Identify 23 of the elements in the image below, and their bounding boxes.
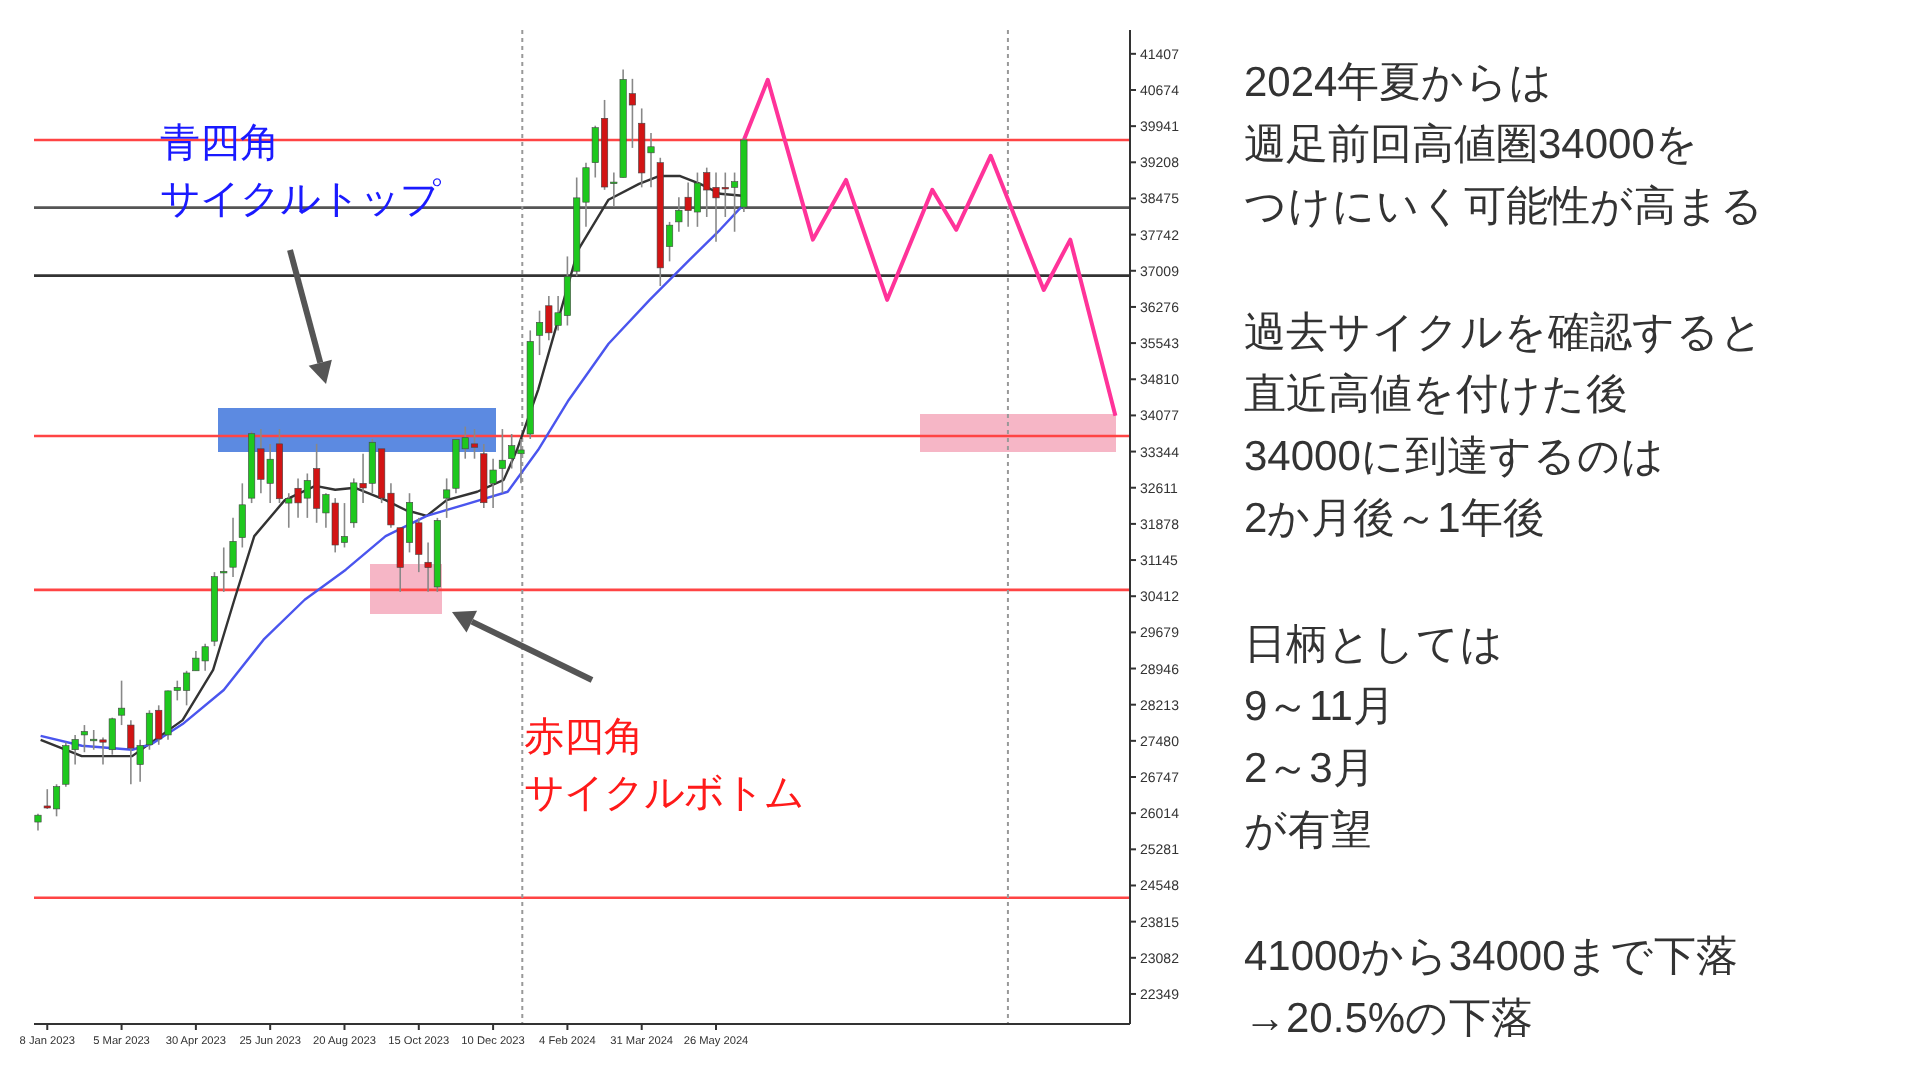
candlestick <box>443 477 451 519</box>
candlestick <box>238 482 246 549</box>
candlestick <box>220 546 228 593</box>
text: 2か月後～1年後 <box>1244 496 1545 542</box>
text: →20.5%の下落 <box>1244 996 1534 1042</box>
candlestick <box>229 517 237 578</box>
text: 2024年夏からは <box>1244 60 1554 106</box>
candlestick <box>118 679 126 726</box>
candlestick <box>498 428 506 495</box>
annotation: 赤四角 <box>524 716 644 760</box>
text: 日柄としては <box>1244 622 1504 668</box>
text: 週足前回高値圏34000を <box>1244 122 1699 168</box>
text: 過去サイクルを確認すると <box>1244 310 1764 356</box>
text: 9～11月 <box>1244 684 1395 730</box>
text: つけにいく可能性が高まる <box>1244 184 1764 230</box>
text: 41000から34000まで下落 <box>1244 934 1738 980</box>
text: 2～3月 <box>1244 746 1375 792</box>
annotation: サイクルボトム <box>524 772 804 816</box>
line-series <box>741 77 1118 418</box>
text: 34000に到達するのは <box>1244 434 1665 480</box>
text: が有望 <box>1244 808 1372 854</box>
candlestick <box>80 724 88 753</box>
text: 直近高値を付けた後 <box>1244 372 1628 418</box>
